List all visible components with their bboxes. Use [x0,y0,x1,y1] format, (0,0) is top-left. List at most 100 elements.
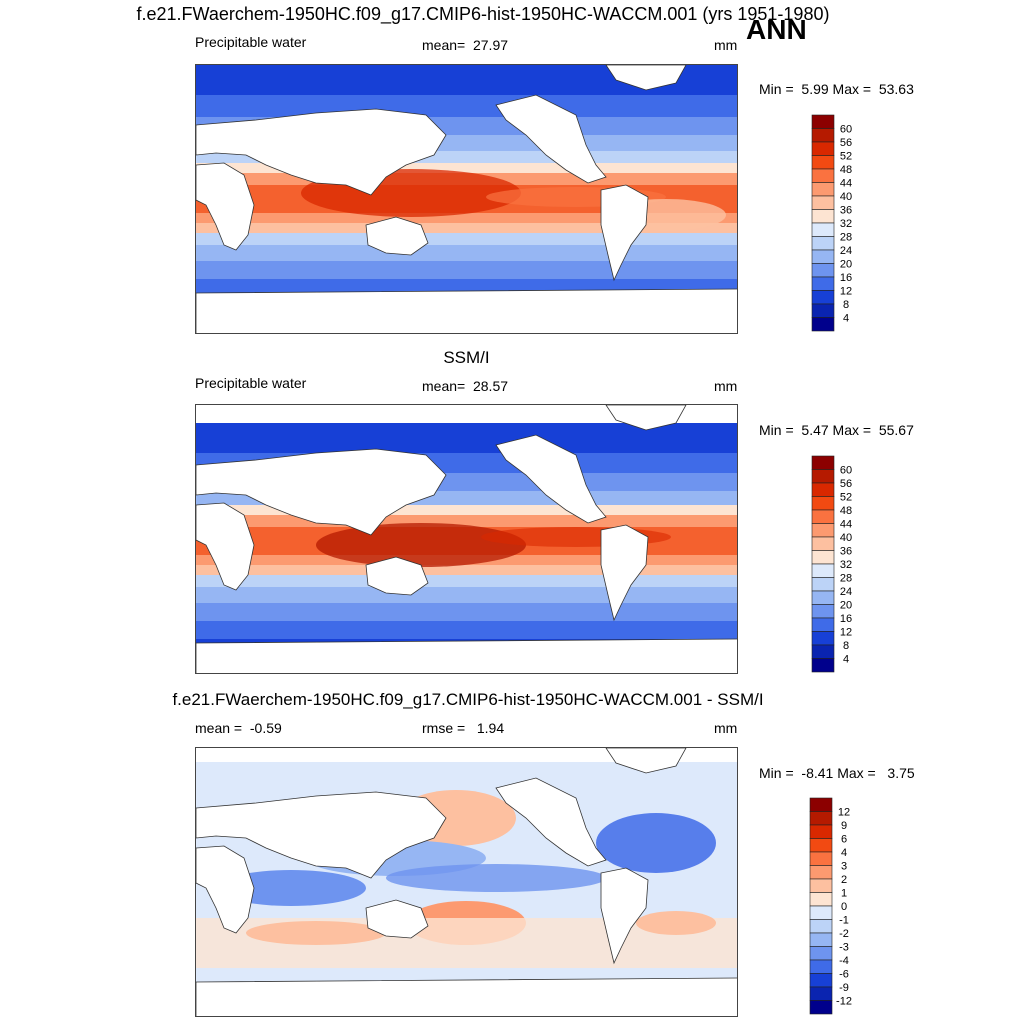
panel2-colorbar-swatch [811,469,835,484]
panel2-variable: Precipitable water [195,375,307,391]
panel2-colorbar-swatch [811,536,835,551]
panel1-colorbar-swatch [811,317,835,332]
panel1-colorbar-tick-label: 36 [840,205,852,217]
panel3-colorbar-tick-label: 2 [841,874,847,886]
panel1-map [195,64,738,334]
panel3-colorbar-swatch [809,838,833,853]
figure-title: f.e21.FWaerchem-1950HC.f09_g17.CMIP6-his… [136,4,830,24]
panel2-colorbar-swatch [811,563,835,578]
panel2-colorbar-tick-label: 36 [840,546,852,558]
panel2-colorbar-tick-label: 56 [840,478,852,490]
panel3-colorbar-tick-label: -6 [839,969,849,981]
panel2-colorbar-swatch [811,550,835,565]
panel1-colorbar-swatch [811,249,835,264]
panel2-colorbar-swatch [811,577,835,592]
panel1-colorbar-swatch [811,155,835,170]
panel2-colorbar-tick-label: 24 [840,586,852,598]
panel2-colorbar-tick-label: 40 [840,532,852,544]
panel2-title: SSM/I [443,348,490,367]
panel1-colorbar-tick-label: 12 [840,286,852,298]
panel1-colorbar-tick-label: 16 [840,272,852,284]
panel3-colorbar-tick-label: -9 [839,982,849,994]
panel1-colorbar-tick-label: 56 [840,137,852,149]
panel3-colorbar-swatch [809,865,833,880]
panel3-colorbar-swatch [809,811,833,826]
panel1-colorbar-swatch [811,222,835,237]
panel2-colorbar-swatch [811,482,835,497]
panel3-mean: mean = -0.59 [195,720,282,736]
panel1-colorbar-tick-label: 52 [840,151,852,163]
panel1-minmax: Min = 5.99 Max = 53.63 [759,81,914,97]
panel2-colorbar-tick-label: 16 [840,613,852,625]
panel2-colorbar-tick-label: 52 [840,492,852,504]
panel1-colorbar-swatch [811,303,835,318]
panel3-colorbar-swatch [809,851,833,866]
panel1-colorbar-tick-label: 60 [840,124,852,136]
panel2-colorbar-swatch [811,604,835,619]
panel3-colorbar-tick-label: 3 [841,861,847,873]
panel3-map [195,747,738,1017]
panel3-rmse: rmse = 1.94 [422,720,505,736]
panel3-colorbar-swatch [809,973,833,988]
panel2-mean: mean= 28.57 [422,378,509,394]
panel3-colorbar-tick-label: 6 [841,834,847,846]
panel1-colorbar-tick-label: 4 [843,313,849,325]
panel3-colorbar-tick-label: 9 [841,820,847,832]
panel2-colorbar-tick-label: 8 [843,640,849,652]
panel1-colorbar-swatch [811,236,835,251]
panel1-colorbar-swatch [811,276,835,291]
panel1-colorbar-tick-label: 48 [840,164,852,176]
panel3-colorbar-swatch [809,919,833,934]
panel2-map [195,404,738,674]
panel3-colorbar-swatch [809,878,833,893]
panel2-colorbar-swatch [811,658,835,673]
panel3-colorbar-tick-label: -12 [836,996,852,1008]
panel2-colorbar-swatch [811,455,835,470]
panel3-minmax: Min = -8.41 Max = 3.75 [759,765,915,781]
panel3-colorbar-swatch [809,905,833,920]
panel2-colorbar-swatch [811,523,835,538]
panel1-colorbar-swatch [811,182,835,197]
panel1-colorbar-swatch [811,195,835,210]
panel2-colorbar: 60 56 52 48 44 40 36 32 28 24 20 16 12 8 4 [811,455,872,674]
panel1-colorbar: 60 56 52 48 44 40 36 32 28 24 20 16 12 8 4 [811,114,872,333]
panel2-units: mm [714,378,738,394]
panel1-colorbar-tick-label: 28 [840,232,852,244]
panel1-colorbar-swatch [811,168,835,183]
panel3-colorbar-tick-label: 4 [841,847,847,859]
panel1-colorbar-tick-label: 20 [840,259,852,271]
panel3-colorbar-swatch [809,892,833,907]
panel3-colorbar-tick-label: 12 [838,807,850,819]
panel1-colorbar-swatch [811,128,835,143]
panel3-colorbar-swatch [809,959,833,974]
panel1-units: mm [714,37,738,53]
panel2-colorbar-swatch [811,644,835,659]
panel3-colorbar-tick-label: 0 [841,901,847,913]
panel3-colorbar-tick-label: -2 [839,928,849,940]
panel1-colorbar-tick-label: 8 [843,299,849,311]
panel3-colorbar-swatch [809,797,833,812]
panel1-colorbar-tick-label: 44 [840,178,852,190]
panel2-colorbar-swatch [811,496,835,511]
panel3-colorbar-swatch [809,1000,833,1015]
panel2-minmax: Min = 5.47 Max = 55.67 [759,422,914,438]
season-label: ANN [746,14,807,45]
panel2-colorbar-swatch [811,631,835,646]
panel2-colorbar-swatch [811,509,835,524]
panel1-variable: Precipitable water [195,34,307,50]
panel2-colorbar-tick-label: 48 [840,505,852,517]
panel3-colorbar-tick-label: 1 [841,888,847,900]
panel3-units: mm [714,720,738,736]
panel3-colorbar-swatch [809,946,833,961]
panel1-colorbar-swatch [811,290,835,305]
panel2-colorbar-tick-label: 32 [840,559,852,571]
panel3-colorbar-tick-label: -1 [839,915,849,927]
panel1-colorbar-tick-label: 40 [840,191,852,203]
panel1-colorbar-tick-label: 24 [840,245,852,257]
panel3-colorbar-swatch [809,986,833,1001]
panel3-colorbar-swatch [809,824,833,839]
panel1-colorbar-swatch [811,263,835,278]
panel2-colorbar-tick-label: 44 [840,519,852,531]
panel3-colorbar-tick-label: -3 [839,942,849,954]
panel2-colorbar-tick-label: 12 [840,627,852,639]
